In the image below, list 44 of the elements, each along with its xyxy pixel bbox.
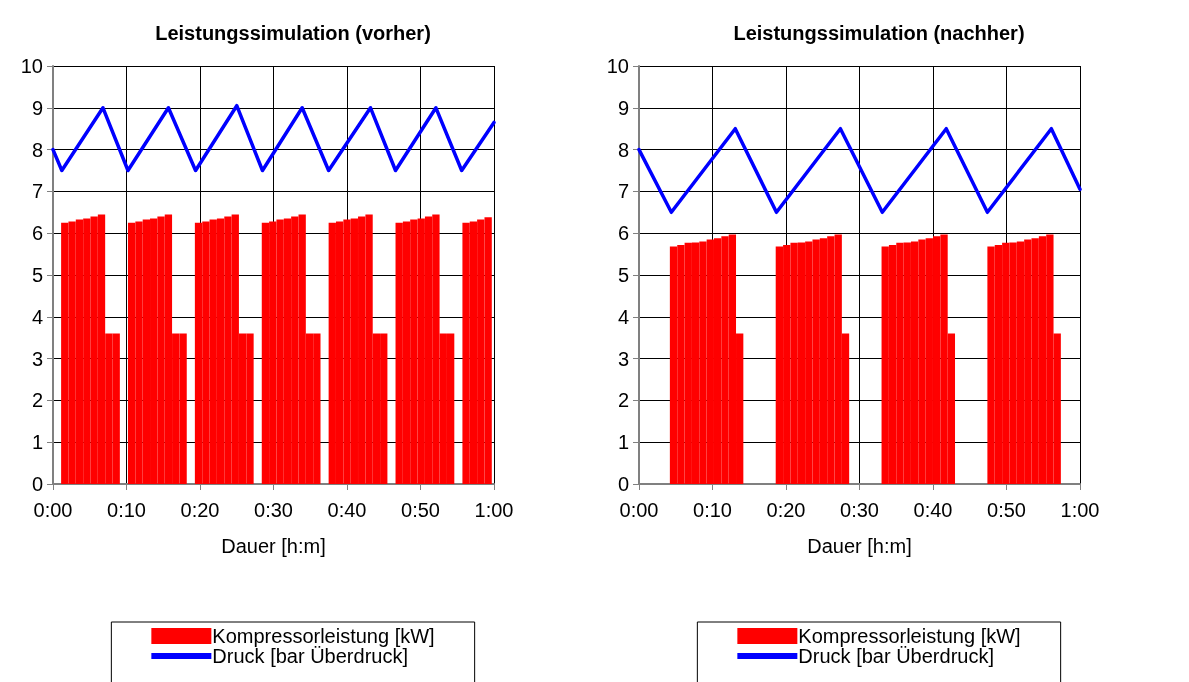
y-tick-label: 7 (31, 180, 43, 203)
x-tick-label: 0:10 (693, 499, 732, 521)
x-tick-label: 1:00 (474, 499, 514, 521)
y-tick-label: 8 (31, 138, 43, 161)
x-tick-label: 0:10 (107, 499, 146, 521)
y-tick-label: 1 (31, 431, 43, 454)
y-tick-label: 5 (31, 264, 43, 286)
x-tick-label: 0:40 (913, 499, 953, 521)
x-tick-label: 0:30 (840, 499, 879, 521)
x-tick-label: 0:50 (401, 499, 440, 521)
y-tick-label: 1 (617, 431, 629, 454)
y-tick-label: 0 (617, 473, 629, 495)
x-tick-label: 0:20 (766, 499, 806, 521)
y-tick-label: 3 (31, 347, 43, 370)
y-tick-label: 10 (606, 55, 629, 77)
x-tick-label: 0:00 (619, 499, 659, 521)
legend-label: Kompressorleistung [kW] (798, 625, 1021, 647)
y-tick-label: 2 (31, 389, 43, 412)
legend-label: Kompressorleistung [kW] (212, 625, 435, 647)
y-tick-label: 2 (617, 389, 629, 412)
y-tick-label: 10 (20, 55, 43, 77)
x-axis-title: Dauer [h:m] (221, 535, 326, 557)
x-tick-label: 0:30 (254, 499, 293, 521)
x-tick-label: 0:50 (987, 499, 1026, 521)
y-tick-label: 9 (31, 96, 43, 119)
x-tick-label: 1:00 (1060, 499, 1100, 521)
chart-title: Leistungssimulation (vorher) (155, 22, 431, 44)
x-axis-title: Dauer [h:m] (807, 535, 912, 557)
y-tick-label: 5 (617, 264, 629, 286)
x-tick-label: 0:40 (327, 499, 367, 521)
y-tick-label: 6 (31, 222, 43, 245)
line-series (637, 126, 1082, 215)
y-tick-label: 3 (617, 347, 629, 370)
y-tick-label: 4 (31, 305, 43, 328)
y-tick-label: 0 (31, 473, 43, 495)
y-tick-label: 7 (617, 180, 629, 203)
y-tick-label: 6 (617, 222, 629, 245)
x-tick-label: 0:00 (33, 499, 73, 521)
y-tick-label: 8 (617, 138, 629, 161)
x-tick-label: 0:20 (180, 499, 220, 521)
chart-title: Leistungssimulation (nachher) (733, 22, 1025, 44)
line-series (51, 103, 496, 173)
y-tick-label: 4 (617, 305, 629, 328)
y-tick-label: 9 (617, 96, 629, 119)
